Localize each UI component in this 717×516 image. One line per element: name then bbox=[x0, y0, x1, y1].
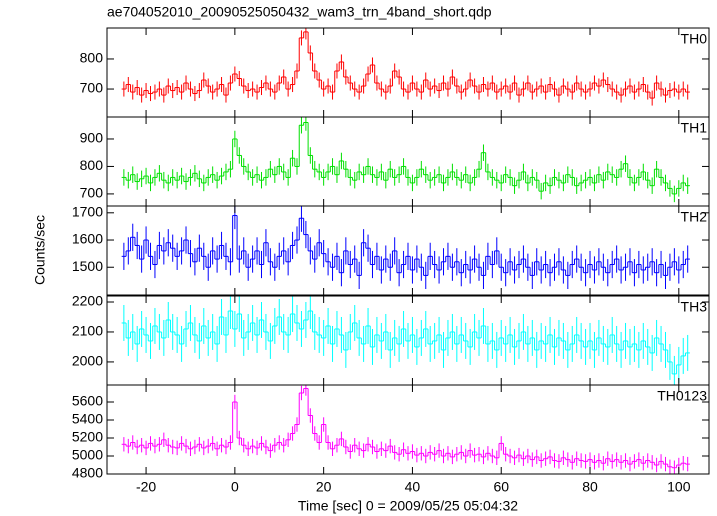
panel-label: TH1 bbox=[681, 120, 708, 136]
y-tick-label: 5200 bbox=[72, 429, 103, 445]
panel-label: TH0 bbox=[681, 31, 708, 47]
y-tick-label: 5000 bbox=[72, 447, 103, 463]
panel-label: TH0123 bbox=[657, 388, 707, 404]
y-tick-label: 2000 bbox=[72, 353, 103, 369]
panel bbox=[121, 117, 690, 203]
y-tick-label: 1700 bbox=[72, 204, 103, 220]
x-tick-label: 100 bbox=[667, 479, 691, 495]
y-tick-label: 800 bbox=[80, 50, 104, 66]
y-tick-label: 700 bbox=[80, 185, 104, 201]
y-tick-label: 5400 bbox=[72, 411, 103, 427]
x-tick-label: 40 bbox=[405, 479, 421, 495]
x-tick-label: 60 bbox=[493, 479, 509, 495]
panel bbox=[121, 206, 690, 290]
y-tick-label: 1500 bbox=[72, 258, 103, 274]
y-tick-label: 1600 bbox=[72, 231, 103, 247]
x-tick-label: 20 bbox=[316, 479, 332, 495]
y-tick-label: 4800 bbox=[72, 465, 103, 481]
x-tick-label: -20 bbox=[136, 479, 156, 495]
panel-frame bbox=[106, 27, 710, 118]
x-tick-label: 80 bbox=[582, 479, 598, 495]
panel-frame bbox=[106, 205, 710, 296]
y-tick-label: 2200 bbox=[72, 293, 103, 309]
panel-frame bbox=[106, 384, 710, 475]
panel bbox=[121, 28, 690, 106]
chart-title: ae704052010_20090525050432_wam3_trn_4ban… bbox=[107, 4, 492, 20]
y-tick-label: 900 bbox=[80, 130, 104, 146]
x-axis-label: Time [sec] 0 = 2009/05/25 05:04:32 bbox=[298, 498, 518, 514]
y-tick-label: 5600 bbox=[72, 393, 103, 409]
panel bbox=[121, 296, 690, 385]
panel-frame bbox=[106, 116, 710, 207]
y-tick-label: 800 bbox=[80, 157, 104, 173]
y-axis-label: Counts/sec bbox=[32, 215, 48, 285]
x-tick-label: 0 bbox=[231, 479, 239, 495]
panel-label: TH3 bbox=[681, 299, 708, 315]
y-tick-label: 700 bbox=[80, 80, 104, 96]
panel-label: TH2 bbox=[681, 209, 708, 225]
y-tick-label: 2100 bbox=[72, 323, 103, 339]
panel bbox=[121, 385, 690, 474]
